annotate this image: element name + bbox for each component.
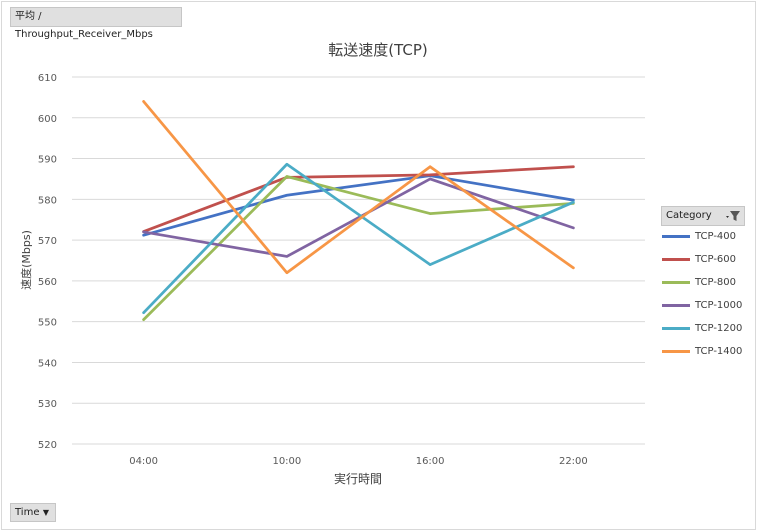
series-line-tcp-600 bbox=[142, 165, 575, 233]
y-tick-label: 570 bbox=[38, 236, 57, 247]
axis-field-label: Time bbox=[15, 507, 40, 518]
y-tick-label: 580 bbox=[38, 195, 57, 206]
legend-label: TCP-600 bbox=[695, 254, 737, 265]
y-tick-label: 540 bbox=[38, 358, 57, 369]
data-point bbox=[142, 311, 145, 314]
data-point bbox=[142, 318, 145, 321]
legend-label: TCP-1200 bbox=[695, 323, 743, 334]
y-tick-label: 530 bbox=[38, 399, 57, 410]
series-lines bbox=[142, 100, 575, 322]
data-point bbox=[285, 163, 289, 166]
data-point bbox=[572, 226, 575, 230]
x-tick-label: 10:00 bbox=[272, 456, 301, 467]
data-point bbox=[428, 212, 432, 215]
data-point bbox=[428, 263, 432, 266]
chart-title: 転送速度(TCP) bbox=[328, 41, 428, 59]
legend-label: TCP-400 bbox=[695, 231, 737, 242]
series-line-tcp-1200 bbox=[142, 162, 575, 315]
data-point bbox=[285, 194, 289, 197]
x-axis-ticks: 04:00 10:00 16:00 22:00 bbox=[129, 456, 588, 467]
y-tick-label: 520 bbox=[38, 440, 57, 451]
y-tick-label: 600 bbox=[38, 114, 57, 125]
legend-label: TCP-800 bbox=[695, 277, 737, 288]
y-tick-label: 560 bbox=[38, 277, 57, 288]
legend-label: TCP-1000 bbox=[695, 300, 743, 311]
x-tick-label: 16:00 bbox=[416, 456, 445, 467]
legend-swatch bbox=[662, 350, 690, 353]
data-point bbox=[428, 173, 432, 177]
legend-label: TCP-1400 bbox=[695, 346, 743, 357]
value-field-label: 平均 / Throughput_Receiver_Mbps bbox=[15, 11, 153, 40]
axis-field-button[interactable]: Time ▼ bbox=[10, 503, 56, 522]
gridlines bbox=[72, 76, 645, 445]
y-axis-ticks: 520 530 540 550 560 570 580 590 600 610 bbox=[38, 73, 57, 451]
legend-swatch bbox=[662, 304, 690, 307]
legend-swatch bbox=[662, 327, 690, 330]
data-point bbox=[285, 175, 289, 178]
data-point bbox=[428, 165, 432, 168]
dropdown-arrow-icon: ▼ bbox=[42, 508, 49, 517]
data-point bbox=[572, 165, 575, 168]
series-line-tcp-400 bbox=[142, 174, 575, 237]
data-point bbox=[428, 177, 432, 181]
data-point bbox=[572, 198, 575, 202]
data-point bbox=[572, 200, 575, 204]
legend-field-label: Category bbox=[666, 210, 712, 221]
y-tick-label: 610 bbox=[38, 73, 57, 84]
series-line-tcp-800 bbox=[142, 175, 575, 322]
x-axis-label: 実行時間 bbox=[334, 471, 382, 486]
x-tick-label: 04:00 bbox=[129, 456, 158, 467]
series-line-tcp-1000 bbox=[142, 177, 575, 258]
legend-field-button[interactable]: Category bbox=[661, 206, 745, 226]
series-line-tcp-1400 bbox=[142, 100, 575, 275]
x-tick-label: 22:00 bbox=[559, 456, 588, 467]
legend-swatch bbox=[662, 258, 690, 261]
data-point bbox=[285, 271, 289, 274]
data-point bbox=[142, 234, 145, 237]
legend-swatch bbox=[662, 235, 690, 238]
data-point bbox=[142, 230, 145, 234]
data-point bbox=[285, 255, 289, 258]
y-tick-label: 590 bbox=[38, 155, 57, 166]
y-axis-label: 速度(Mbps) bbox=[19, 230, 33, 290]
value-field-button[interactable]: 平均 / Throughput_Receiver_Mbps bbox=[10, 7, 182, 40]
filter-icon[interactable] bbox=[725, 209, 741, 223]
legend-swatch bbox=[662, 281, 690, 284]
y-tick-label: 550 bbox=[38, 318, 57, 329]
data-point bbox=[572, 266, 575, 270]
data-point bbox=[142, 100, 145, 103]
